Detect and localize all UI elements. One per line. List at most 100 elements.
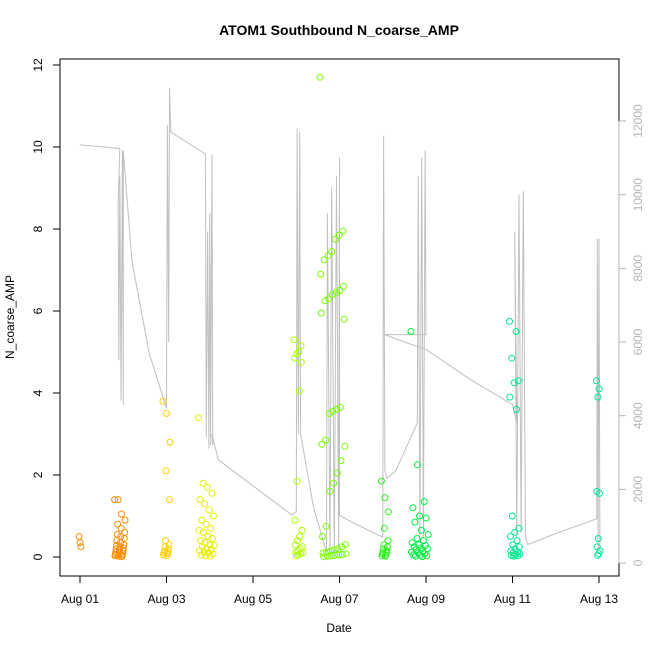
data-point (293, 350, 301, 358)
data-point (330, 479, 338, 487)
data-point (416, 512, 423, 520)
data-point (166, 438, 174, 446)
secondary-y-tick-label: 6000 (631, 328, 645, 355)
data-point (205, 506, 213, 514)
data-point (322, 436, 330, 444)
data-point (295, 387, 303, 395)
data-point (160, 551, 167, 559)
data-point (338, 551, 346, 558)
data-point (507, 547, 515, 555)
data-point (409, 504, 417, 512)
data-point (327, 552, 335, 560)
data-point (327, 547, 334, 555)
secondary-y-tick-label: 8000 (631, 255, 645, 282)
data-point (319, 549, 327, 557)
data-point (332, 235, 339, 243)
data-point (204, 533, 212, 540)
data-point (75, 533, 83, 540)
secondary-y-axis: 0 2000 4000 6000 8000 10000 12000 (618, 104, 645, 566)
y-tick-label: 10 (31, 140, 45, 154)
y-tick-label: 8 (31, 225, 45, 232)
data-point (199, 479, 207, 487)
data-point (113, 531, 121, 538)
data-point (195, 526, 203, 534)
data-point (121, 516, 129, 524)
data-point (513, 405, 520, 413)
data-point (111, 552, 119, 560)
data-point (328, 291, 336, 299)
data-point (207, 524, 215, 532)
data-point (422, 514, 430, 522)
secondary-y-tick-label: 10000 (631, 178, 645, 212)
data-point (335, 551, 343, 559)
secondary-y-tick-label: 0 (631, 559, 645, 566)
data-point (297, 358, 305, 366)
x-tick-label: Aug 03 (147, 592, 185, 606)
data-point (332, 289, 340, 297)
data-point (196, 547, 204, 555)
data-point (506, 393, 514, 401)
data-point (384, 508, 392, 516)
x-axis-label: Date (326, 621, 352, 635)
data-point (114, 496, 122, 504)
data-point (165, 545, 172, 553)
y-tick-label: 4 (31, 389, 45, 396)
data-point (317, 309, 325, 317)
data-point (318, 440, 326, 448)
data-point (336, 287, 344, 294)
data-point (340, 282, 347, 290)
data-point (291, 541, 299, 549)
data-point (594, 551, 602, 559)
secondary-series-layer (79, 87, 601, 556)
data-point (296, 533, 304, 540)
data-point (341, 541, 349, 549)
data-point (291, 354, 298, 362)
data-point (418, 553, 426, 561)
data-point (163, 552, 171, 560)
data-point (316, 73, 324, 81)
data-point (200, 528, 207, 536)
data-point (202, 552, 210, 560)
data-point (515, 524, 523, 532)
data-point (335, 231, 343, 239)
data-point (381, 552, 389, 560)
secondary-y-tick-label: 12000 (631, 104, 645, 138)
points-layer (75, 73, 604, 561)
data-point (378, 477, 385, 485)
data-point (76, 539, 84, 547)
data-point (336, 403, 344, 411)
y-tick-label: 2 (31, 471, 45, 478)
data-point (324, 552, 331, 560)
data-point (594, 535, 602, 542)
x-tick-label: Aug 05 (234, 592, 272, 606)
x-tick-label: Aug 01 (61, 592, 99, 606)
data-point (380, 541, 388, 549)
data-point (514, 377, 522, 385)
data-point (342, 550, 350, 558)
data-point (326, 487, 334, 495)
data-point (291, 516, 299, 524)
data-point (324, 252, 332, 260)
data-point (165, 541, 173, 549)
data-point (293, 477, 301, 485)
data-point (118, 553, 126, 561)
data-point (325, 410, 333, 417)
data-point (290, 336, 298, 344)
secondary-y-tick-label: 2000 (631, 476, 645, 503)
data-point (162, 537, 169, 545)
data-point (423, 552, 431, 560)
data-point (506, 317, 513, 325)
data-point (414, 461, 421, 469)
data-point (201, 500, 209, 508)
data-point (331, 551, 339, 559)
data-point (294, 537, 301, 545)
data-point (297, 342, 305, 350)
data-point (594, 393, 602, 401)
data-point (512, 328, 520, 335)
data-point (341, 442, 349, 450)
data-point (162, 467, 170, 475)
data-point (595, 385, 603, 393)
y-tick-label: 12 (31, 58, 45, 72)
data-point (508, 354, 516, 362)
data-point (208, 535, 216, 542)
